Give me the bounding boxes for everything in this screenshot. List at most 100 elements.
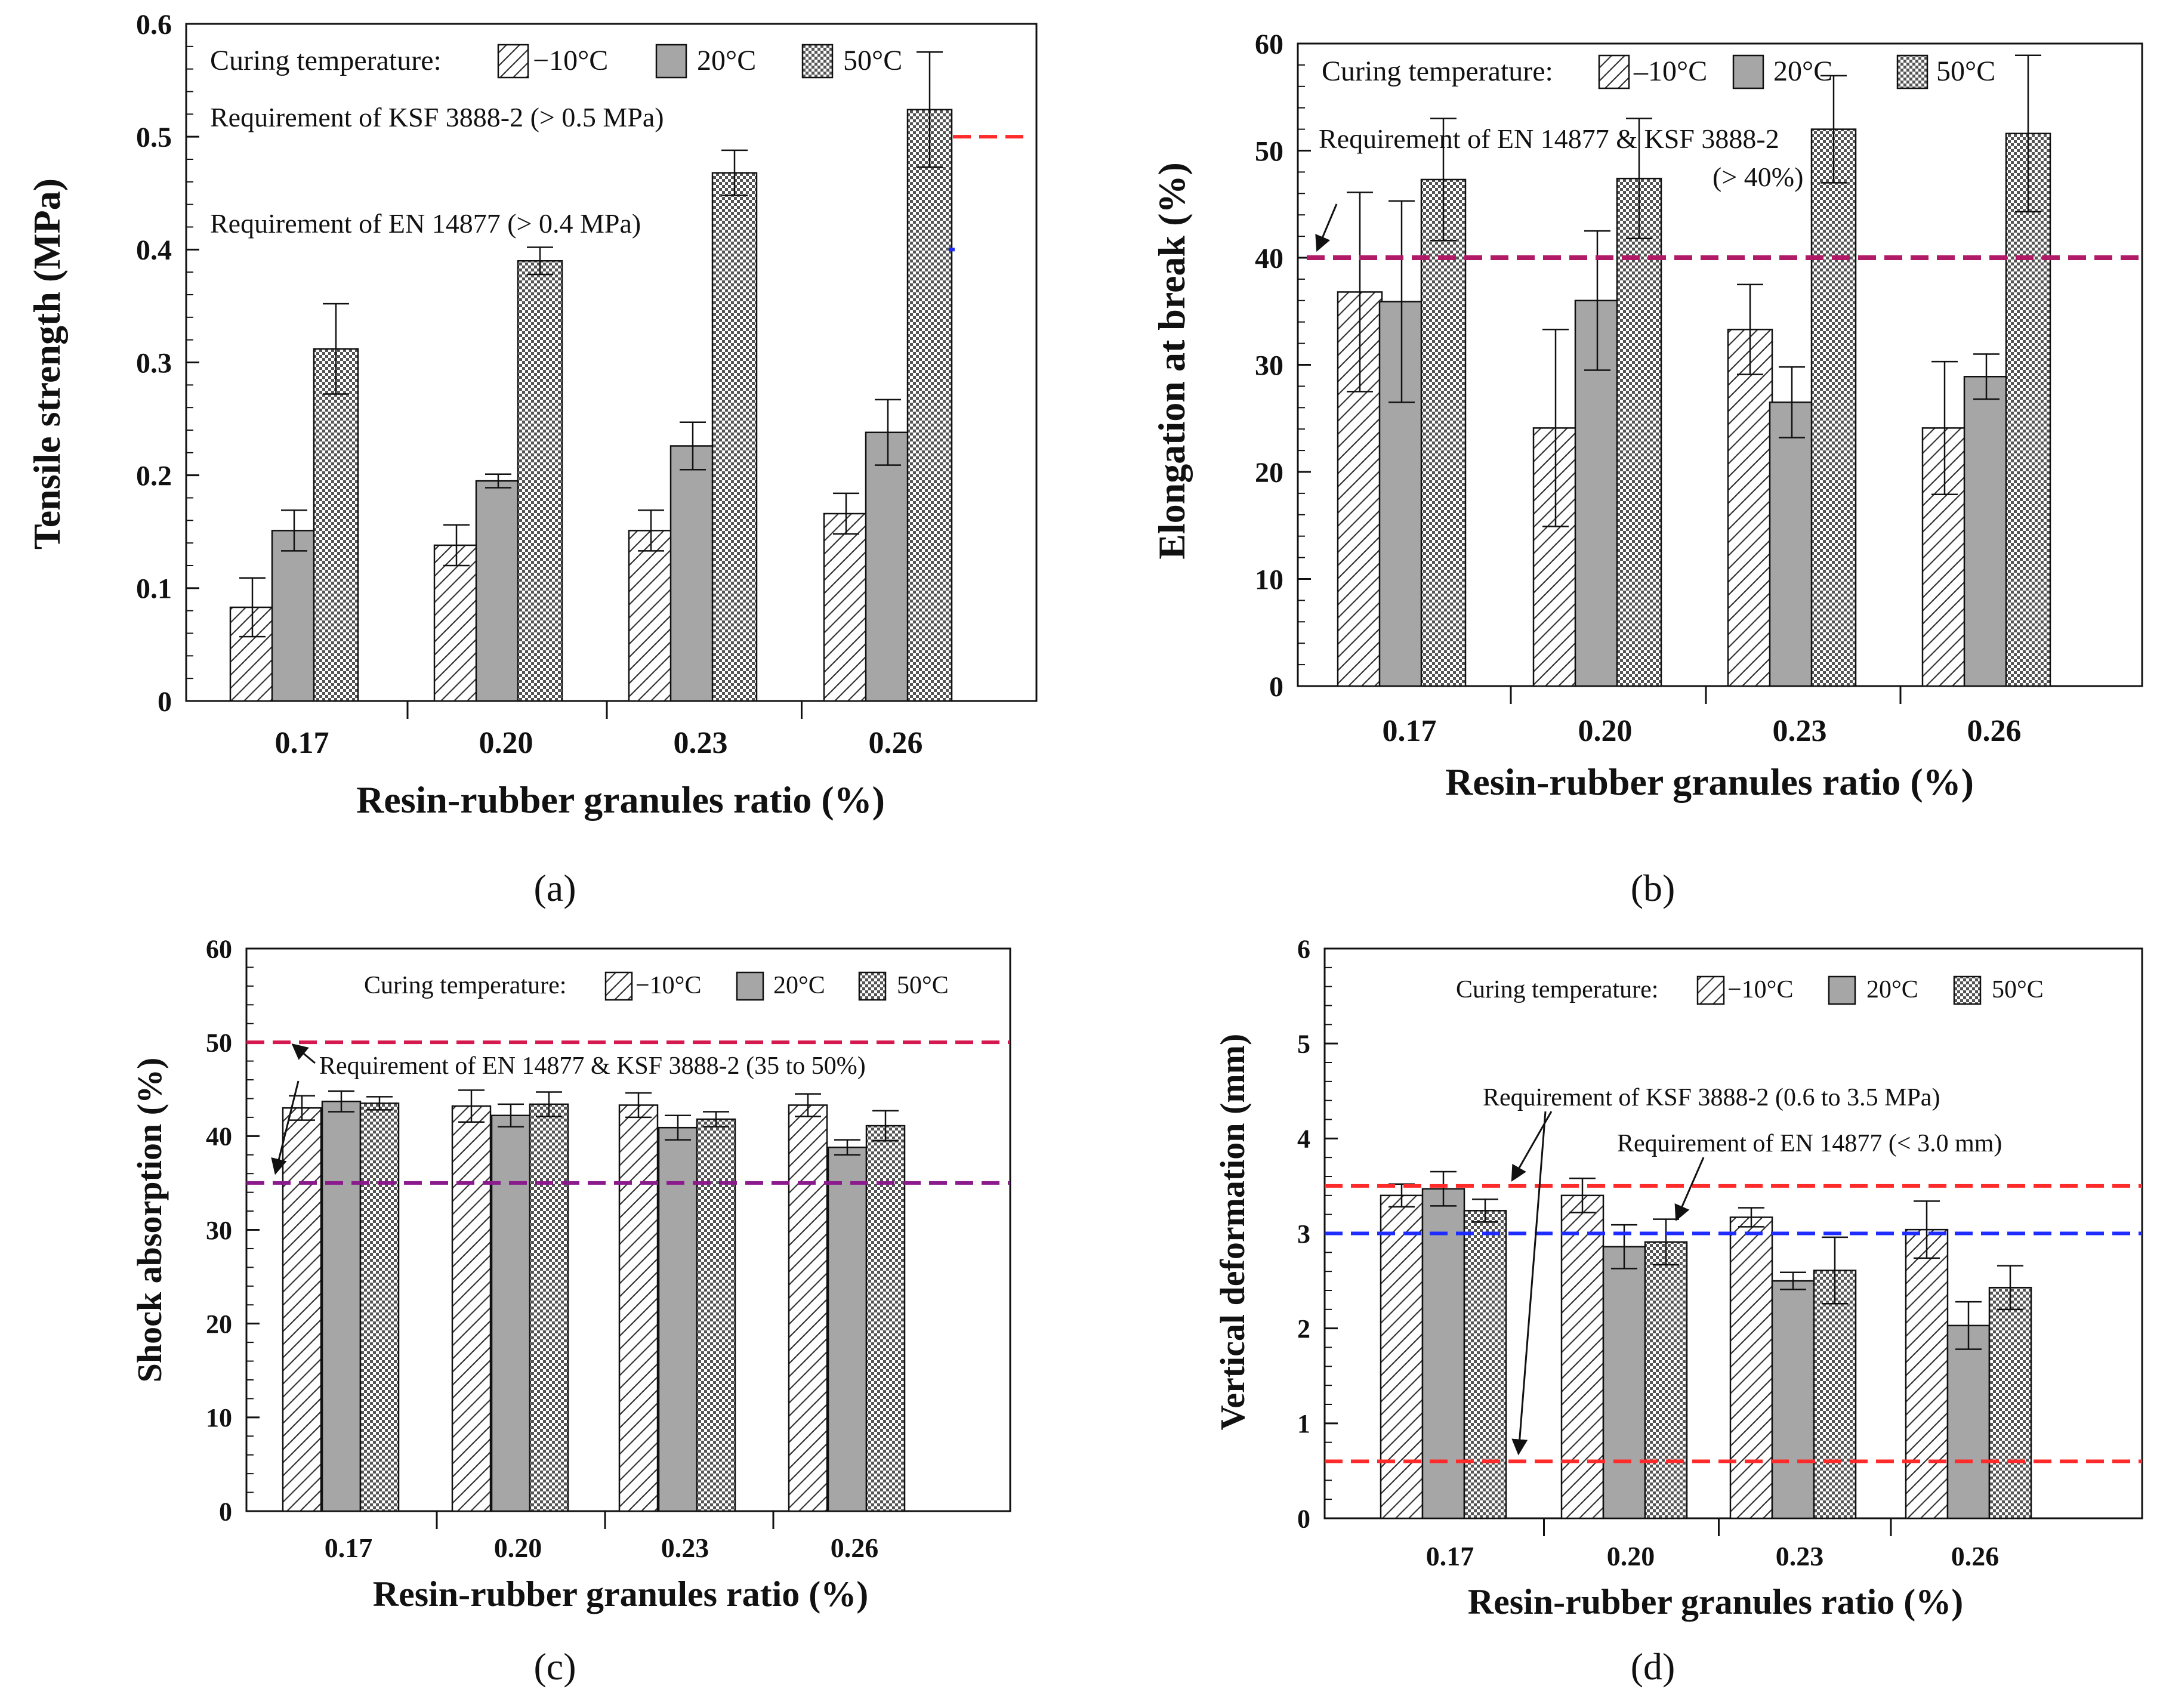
legend-label-minus10: −10°C — [533, 45, 608, 76]
x-tick-label: 0.20 — [1578, 714, 1633, 748]
bar-series-minus10 — [628, 530, 674, 702]
y-tick-label: 0.2 — [136, 460, 172, 492]
bar-series-20 — [1769, 401, 1815, 687]
bar-series-20 — [475, 480, 522, 702]
y-tick-label: 40 — [1255, 243, 1283, 274]
ref-arrow-upper — [291, 1043, 316, 1064]
bar-series-50 — [906, 109, 953, 702]
category-dividers: 0.17 0.20 0.23 0.26 — [1383, 686, 2022, 748]
panel-label: (a) — [533, 867, 576, 909]
x-axis-label: Resin-rubber granules ratio (%) — [373, 1574, 869, 1614]
bar-series-20 — [490, 1114, 531, 1512]
ref-label-line-2: (> 40%) — [1712, 162, 1803, 192]
x-tick-label: 0.23 — [1773, 714, 1827, 748]
legend-title: Curing temperature: — [210, 45, 442, 76]
legend-swatch-20 — [655, 44, 687, 79]
legend: Curing temperature: −10°C 20°C 50°C — [364, 971, 949, 1001]
y-tick-label: 2 — [1297, 1314, 1310, 1343]
ref-arrow-en — [1674, 1157, 1705, 1222]
x-tick-label: 0.17 — [275, 726, 329, 760]
ref-arrow-lower — [271, 1080, 300, 1175]
legend-title: Curing temperature: — [1456, 976, 1658, 1003]
y-tick-label: 40 — [206, 1122, 232, 1151]
reference-lines — [949, 135, 1023, 252]
bar-series-50 — [1988, 1286, 2032, 1519]
x-tick-label: 0.20 — [494, 1533, 542, 1563]
y-tick-label: 60 — [1255, 29, 1283, 60]
bar-series-20 — [827, 1146, 868, 1512]
y-tick-label: 4 — [1297, 1125, 1310, 1154]
bar-series-20 — [865, 431, 911, 702]
legend-label-20: 20°C — [1866, 976, 1918, 1003]
y-ticks: 0 10 20 30 40 50 60 — [1255, 29, 1311, 703]
legend-swatch-50 — [1953, 975, 1982, 1005]
ref-label-en: Requirement of EN 14877 (> 0.4 MPa) — [210, 208, 641, 239]
legend-swatch-20 — [736, 971, 764, 1001]
y-tick-label: 0 — [158, 686, 172, 718]
y-tick-label: 0.3 — [136, 347, 172, 379]
bar-series-minus10 — [788, 1104, 828, 1512]
bar-series-minus10 — [433, 544, 480, 702]
bar-series-50 — [1813, 1270, 1857, 1519]
bar-series-minus10 — [618, 1104, 659, 1512]
y-tick-label: 0.1 — [136, 573, 172, 605]
ref-label-line-1: Requirement of EN 14877 & KSF 3888-2 — [1319, 123, 1779, 154]
ref-label-ksf: Requirement of KSF 3888-2 (0.6 to 3.5 MP… — [1483, 1084, 1940, 1111]
bar-series-50 — [313, 348, 359, 702]
legend: Curing temperature: −10°C 20°C 50°C — [1456, 975, 2044, 1005]
bar-series-20 — [321, 1100, 362, 1512]
y-tick-label: 1 — [1297, 1409, 1310, 1438]
y-tick-label: 0 — [1269, 671, 1283, 703]
legend-title: Curing temperature: — [1322, 55, 1553, 87]
ref-label-ksf: Requirement of KSF 3888-2 (> 0.5 MPa) — [210, 102, 664, 132]
bar-series-50 — [1463, 1210, 1507, 1519]
legend-label-50: 50°C — [843, 45, 902, 76]
legend-swatch-minus10 — [1598, 54, 1630, 89]
legend-swatch-50 — [801, 44, 834, 79]
bar-series-50 — [1810, 128, 1857, 687]
ref-label: Requirement of EN 14877 & KSF 3888-2 (35… — [319, 1052, 866, 1080]
legend-swatch-20 — [1828, 975, 1856, 1005]
y-ticks: 0 0.1 0.2 0.3 0.4 0.5 0.6 — [136, 9, 199, 718]
legend-label-minus10: −10°C — [1727, 976, 1794, 1003]
x-tick-label: 0.26 — [869, 726, 923, 760]
bars — [282, 1089, 906, 1512]
bar-series-minus10 — [282, 1107, 322, 1512]
bar-series-20 — [669, 445, 716, 702]
y-tick-label: 50 — [206, 1028, 232, 1058]
y-tick-label: 20 — [1255, 457, 1283, 489]
bar-series-50 — [517, 260, 563, 702]
legend-label-minus10: –10°C — [1633, 55, 1707, 87]
y-tick-label: 60 — [206, 934, 232, 963]
y-tick-label: 30 — [206, 1216, 232, 1245]
y-tick-label: 6 — [1297, 934, 1310, 963]
x-axis-label: Resin-rubber granules ratio (%) — [356, 779, 885, 821]
legend-swatch-20 — [1732, 54, 1764, 89]
bar-series-minus10 — [1560, 1194, 1604, 1519]
panel-a: 0 0.1 0.2 0.3 0.4 0.5 0.6 0.17 0.20 0.23 0.26 Ten… — [26, 9, 1038, 909]
bar-series-50 — [2005, 132, 2051, 687]
bar-series-20 — [1963, 375, 2010, 687]
legend-label-20: 20°C — [697, 45, 756, 76]
bar-series-50 — [529, 1103, 569, 1512]
panel-b: 0 10 20 30 40 50 60 0.17 0.20 0.23 0.26 Elongatio… — [1150, 29, 2143, 909]
y-axis-label: Vertical deformation (mm) — [1213, 1034, 1252, 1431]
legend-swatch-50 — [1896, 54, 1929, 89]
y-tick-label: 10 — [1255, 564, 1283, 595]
legend-label-20: 20°C — [773, 972, 825, 999]
legend-swatch-minus10 — [1696, 975, 1725, 1005]
bar-series-50 — [711, 172, 758, 702]
bar-series-50 — [1644, 1241, 1688, 1519]
legend-title: Curing temperature: — [364, 972, 566, 999]
bars — [1380, 1170, 2032, 1519]
bar-series-20 — [1946, 1324, 1991, 1519]
legend-label-50: 50°C — [1992, 976, 2044, 1003]
bar-series-20 — [1602, 1246, 1646, 1519]
bar-series-20 — [1771, 1280, 1815, 1519]
x-tick-label: 0.20 — [479, 726, 533, 760]
y-tick-label: 0 — [1297, 1504, 1310, 1533]
legend: Curing temperature: −10°C 20°C 50°C — [210, 44, 902, 79]
reference-lines — [1325, 1184, 2142, 1463]
y-tick-label: 0.4 — [136, 234, 172, 266]
legend-label-50: 50°C — [1936, 55, 1995, 87]
